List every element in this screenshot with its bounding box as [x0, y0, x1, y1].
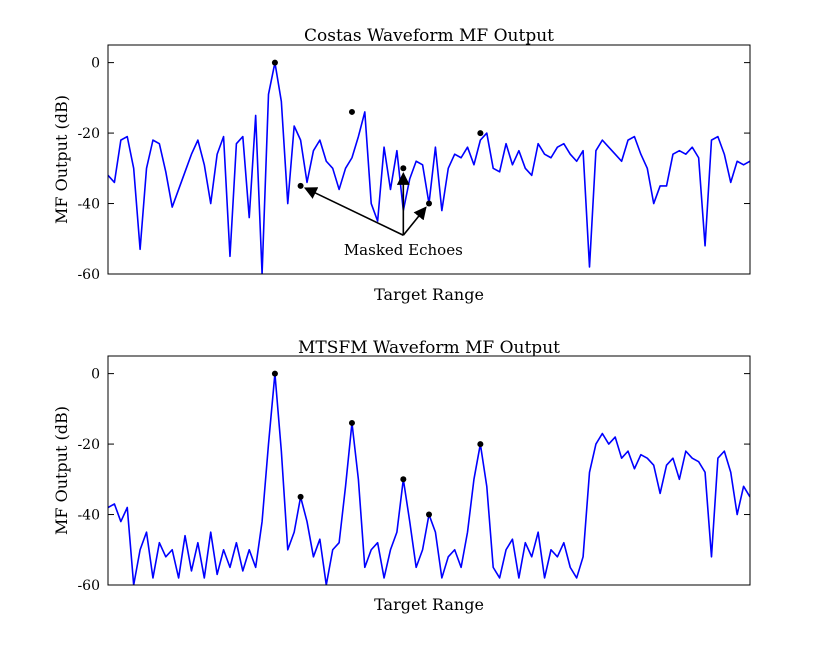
peak-marker	[477, 130, 484, 137]
y-axis-label: MF Output (dB)	[52, 95, 71, 224]
axes-box	[107, 44, 751, 275]
y-tick-label: -60	[77, 578, 100, 594]
peak-marker	[400, 476, 407, 483]
y-tick-label: -20	[77, 437, 100, 453]
y-tick-label: 0	[91, 56, 100, 72]
x-axis-label: Target Range	[374, 285, 484, 304]
chart-title: MTSFM Waveform MF Output	[298, 338, 560, 358]
peak-marker	[348, 419, 355, 426]
annotation-label: Masked Echoes	[344, 241, 463, 259]
peak-marker	[271, 59, 278, 66]
y-tick-label: -20	[77, 126, 100, 142]
x-axis-label: Target Range	[374, 595, 484, 614]
y-tick-label: -40	[77, 508, 100, 524]
y-tick-label: 0	[91, 367, 100, 383]
annotation-arrow	[303, 187, 404, 236]
y-tick-label: -60	[77, 267, 100, 283]
chart-title: Costas Waveform MF Output	[304, 26, 554, 46]
y-axis-label: MF Output (dB)	[52, 406, 71, 535]
peak-marker	[271, 370, 278, 377]
axes-box	[107, 355, 751, 586]
peak-marker	[297, 182, 304, 189]
annotation-arrow	[402, 206, 427, 236]
peak-marker	[348, 108, 355, 115]
y-tick-label: -40	[77, 197, 100, 213]
peak-marker	[477, 441, 484, 448]
peak-marker	[426, 511, 432, 518]
peak-marker	[297, 493, 304, 500]
peak-marker	[400, 165, 407, 172]
chart-1: 0 -20 -40 -60 Costas Waveform MF Output Targe…	[52, 26, 751, 304]
series-line	[108, 372, 750, 585]
chart-2: 0 -20 -40 -60 MTSFM Waveform MF Output Target…	[52, 338, 751, 614]
peak-marker	[426, 200, 432, 207]
